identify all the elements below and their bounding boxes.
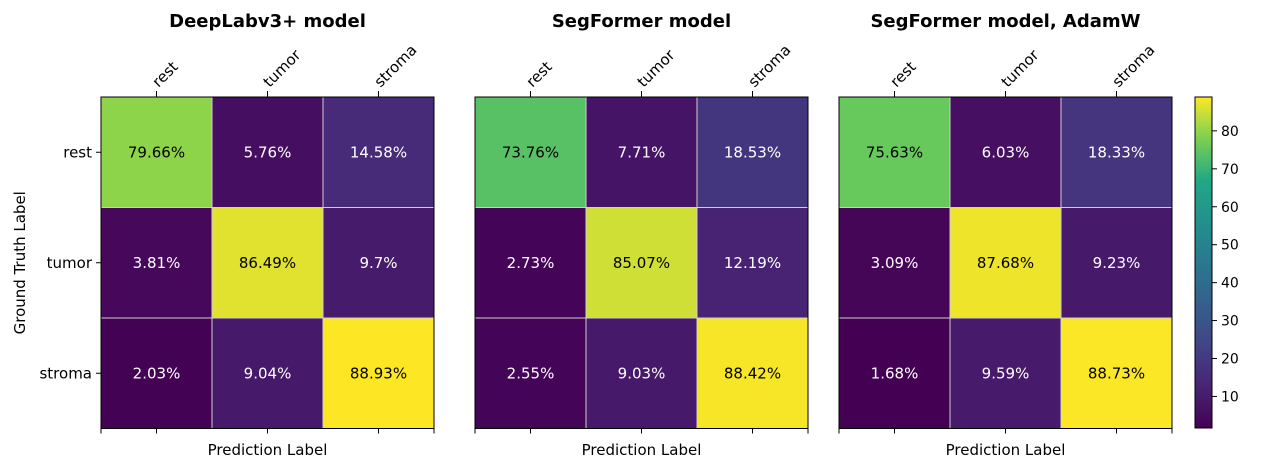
y-tick-label: rest — [63, 143, 92, 161]
panel-title: DeepLabv3+ model — [169, 11, 366, 32]
x-tick-label: tumor — [260, 45, 305, 90]
cell-value-label: 9.23% — [1093, 254, 1141, 272]
cell-value-label: 9.7% — [359, 254, 397, 272]
panel-title: SegFormer model — [552, 11, 731, 32]
cell-value-label: 2.73% — [507, 254, 555, 272]
colorbar-tick-label: 60 — [1221, 200, 1239, 216]
colorbar-tick-label: 40 — [1221, 276, 1239, 292]
cell-value-label: 85.07% — [613, 254, 670, 272]
heatmap-cell — [100, 207, 213, 319]
colorbar-tick-label: 50 — [1221, 238, 1239, 254]
heatmap-cell — [949, 207, 1062, 319]
cell-value-label: 2.55% — [507, 364, 555, 382]
cell-value-label: 6.03% — [982, 143, 1030, 161]
cell-value-label: 1.68% — [871, 364, 919, 382]
x-tick-label: rest — [523, 58, 556, 91]
colorbar-tick-label: 20 — [1221, 351, 1239, 367]
cell-value-label: 9.59% — [982, 364, 1030, 382]
cell-value-label: 3.09% — [871, 254, 919, 272]
heatmap-panel-3: SegFormer model, AdamW 75.63% 6.03% 18.33% 3… — [838, 11, 1173, 459]
panel-title: SegFormer model, AdamW — [870, 11, 1140, 32]
colorbar-tick-label: 30 — [1221, 314, 1239, 330]
cell-value-label: 7.71% — [618, 143, 666, 161]
colorbar: 10 20 30 40 50 60 70 80 — [1194, 96, 1239, 429]
colorbar-tick-label: 10 — [1221, 389, 1239, 405]
heatmap-cell — [474, 317, 587, 429]
heatmap-cell — [474, 96, 587, 208]
y-tick-label: tumor — [47, 254, 93, 272]
cell-value-label: 14.58% — [350, 143, 407, 161]
y-axis-label: Ground Truth Label — [11, 191, 29, 334]
cell-value-label: 12.19% — [724, 254, 781, 272]
x-tick-label: tumor — [998, 45, 1043, 90]
heatmap-cell — [1060, 207, 1173, 319]
x-axis-label: Prediction Label — [208, 441, 328, 459]
cell-value-label: 9.04% — [244, 364, 292, 382]
cell-value-label: 88.42% — [724, 364, 781, 382]
x-axis-label: Prediction Label — [946, 441, 1066, 459]
x-tick-label: rest — [887, 58, 920, 91]
heatmap-panel-1: DeepLabv3+ model 79.66% 5.76% 14.58% 3.81% 86… — [11, 11, 435, 459]
cell-value-label: 86.49% — [239, 254, 296, 272]
heatmap-cell — [100, 96, 213, 208]
y-tick-label: stroma — [39, 364, 92, 382]
cell-value-label: 18.53% — [724, 143, 781, 161]
heatmap-cell — [696, 207, 809, 319]
cell-value-label: 88.93% — [350, 364, 407, 382]
heatmap-cell — [696, 96, 809, 208]
colorbar-tick-label: 80 — [1221, 124, 1239, 140]
cell-value-label: 5.76% — [244, 143, 292, 161]
heatmap-cell — [474, 207, 587, 319]
cell-value-label: 2.03% — [133, 364, 181, 382]
heatmap-cell — [211, 207, 324, 319]
heatmap-cell — [838, 207, 951, 319]
cell-value-label: 3.81% — [133, 254, 181, 272]
heatmap-cell — [211, 96, 324, 208]
heatmap-panels: DeepLabv3+ model 79.66% 5.76% 14.58% 3.81% 86… — [11, 11, 1173, 459]
x-tick-label: stroma — [745, 41, 795, 91]
cell-value-label: 87.68% — [977, 254, 1034, 272]
cell-value-label: 75.63% — [866, 143, 923, 161]
heatmap-cell — [585, 317, 698, 429]
cell-value-label: 88.73% — [1088, 364, 1145, 382]
heatmap-cell — [211, 317, 324, 429]
heatmap-cell — [585, 96, 698, 208]
heatmap-cell — [949, 96, 1062, 208]
heatmap-cell — [949, 317, 1062, 429]
x-tick-label: stroma — [371, 41, 421, 91]
heatmap-cell — [696, 317, 809, 429]
x-tick-label: rest — [149, 58, 182, 91]
cell-value-label: 18.33% — [1088, 143, 1145, 161]
colorbar-gradient — [1194, 96, 1213, 429]
x-axis-label: Prediction Label — [582, 441, 702, 459]
heatmap-panel-2: SegFormer model 73.76% 7.71% 18.53% 2.73% 85.… — [474, 11, 809, 459]
heatmap-cell — [585, 207, 698, 319]
cell-value-label: 9.03% — [618, 364, 666, 382]
x-tick-label: tumor — [634, 45, 679, 90]
cell-value-label: 79.66% — [128, 143, 185, 161]
x-tick-label: stroma — [1109, 41, 1159, 91]
colorbar-tick-label: 70 — [1221, 162, 1239, 178]
cell-value-label: 73.76% — [502, 143, 559, 161]
heatmap-cell — [322, 207, 435, 319]
